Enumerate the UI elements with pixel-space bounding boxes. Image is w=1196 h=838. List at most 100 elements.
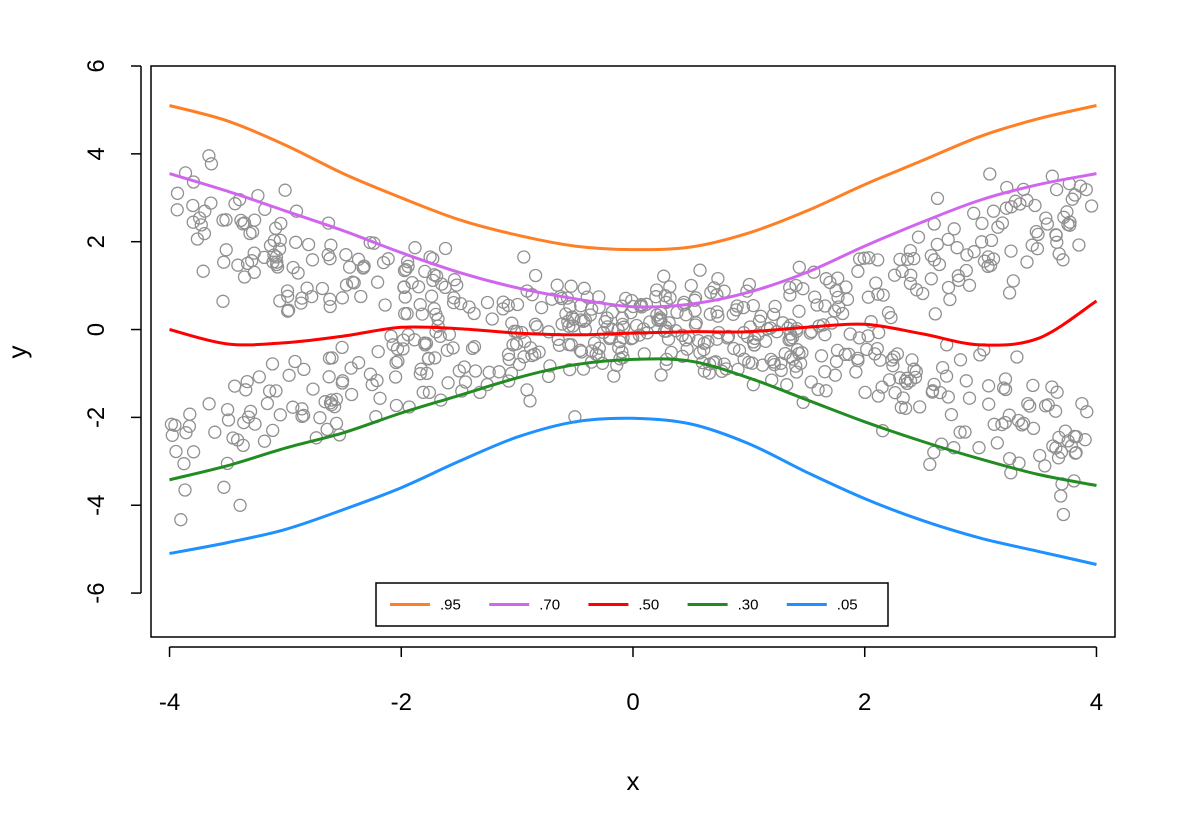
scatter-point [273, 233, 287, 247]
scatter-point [607, 369, 621, 383]
scatter-point [973, 348, 987, 362]
scatter-point [913, 400, 927, 414]
y-tick-label: -4 [83, 495, 110, 516]
x-tick-label: -2 [391, 689, 412, 716]
scatter-point [862, 251, 876, 265]
scatter-point [953, 425, 967, 439]
scatter-point [232, 192, 247, 207]
scatter-point [864, 315, 878, 329]
scatter-point [679, 333, 693, 347]
scatter-point [433, 329, 447, 343]
scatter-point [1004, 244, 1018, 258]
scatter-point [944, 407, 959, 422]
scatter-point [869, 276, 883, 290]
scatter-point [860, 342, 874, 357]
scatter-point [745, 356, 759, 370]
scatter-point [534, 300, 549, 315]
scatter-point [598, 315, 612, 329]
scatter-point [895, 264, 909, 279]
scatter-point [851, 264, 865, 279]
scatter-point [726, 307, 740, 321]
scatter-point [562, 319, 576, 333]
scatter-point [408, 241, 422, 255]
scatter-point [245, 254, 259, 268]
scatter-point [197, 226, 212, 241]
scatter-point [202, 397, 216, 411]
scatter-point [1010, 350, 1024, 364]
scatter-point [1056, 507, 1071, 522]
scatter-point [887, 268, 902, 282]
scatter-point [1006, 274, 1020, 288]
scatter-point [561, 314, 575, 329]
scatter-point [1061, 434, 1075, 448]
scatter-point [196, 264, 210, 278]
scatter-point [323, 396, 338, 410]
scatter-point [928, 307, 942, 321]
scatter-point [1031, 227, 1045, 242]
scatter-point [742, 277, 757, 292]
scatter-point [429, 325, 443, 339]
scatter-point [736, 300, 751, 315]
scatter-points [164, 149, 1099, 527]
scatter-point [564, 338, 578, 352]
scatter-point [680, 342, 694, 356]
scatter-point [564, 279, 578, 293]
scatter-point [202, 149, 216, 163]
scatter-point [421, 351, 436, 365]
scatter-point [818, 365, 832, 379]
scatter-point [170, 186, 185, 200]
scatter-point [1068, 188, 1082, 202]
scatter-point [1013, 197, 1027, 211]
y-tick-label: -2 [83, 407, 110, 428]
scatter-point [465, 341, 480, 356]
scatter-point [208, 425, 222, 439]
scatter-point [688, 293, 702, 307]
scatter-point [267, 248, 281, 262]
scatter-point [697, 342, 711, 357]
scatter-point [930, 237, 944, 252]
scatter-point [823, 275, 837, 290]
scatter-point [951, 269, 965, 283]
scatter-point [943, 292, 957, 307]
scatter-point [693, 263, 707, 277]
scatter-point [1049, 182, 1064, 197]
scatter-point [923, 457, 937, 472]
scatter-point [904, 268, 918, 282]
scatter-point [204, 196, 218, 210]
scatter-point [228, 197, 242, 211]
scatter-point [1025, 238, 1039, 252]
scatter-point [1038, 459, 1052, 473]
scatter-point [289, 235, 303, 249]
scatter-point [415, 307, 429, 321]
y-tick-label: -6 [83, 582, 110, 603]
scatter-point [657, 269, 671, 283]
scatter-point [632, 328, 647, 342]
scatter-point [1084, 199, 1099, 213]
quantile-curve-q30 [169, 357, 1097, 487]
scatter-point [663, 280, 677, 294]
scatter-point [411, 280, 426, 294]
scatter-point [381, 252, 395, 266]
scatter-point [467, 340, 482, 354]
scatter-point [998, 382, 1013, 397]
scatter-point [767, 357, 782, 372]
scatter-point [962, 278, 977, 292]
scatter-point [679, 308, 693, 322]
scatter-point [454, 296, 468, 311]
scatter-point [684, 278, 698, 293]
scatter-point [428, 351, 442, 365]
scatter-point [851, 353, 865, 368]
scatter-point [984, 233, 999, 248]
scatter-point [305, 289, 319, 304]
scatter-point [237, 270, 252, 284]
scatter-point [830, 343, 845, 358]
scatter-point [422, 385, 437, 400]
scatter-point [1080, 405, 1094, 419]
scatter-point [327, 400, 342, 414]
scatter-point [390, 342, 405, 356]
scatter-point [1045, 380, 1059, 394]
scatter-point [297, 362, 311, 377]
scatter-point [354, 289, 368, 304]
scatter-point [164, 417, 179, 431]
scatter-point [578, 313, 593, 327]
